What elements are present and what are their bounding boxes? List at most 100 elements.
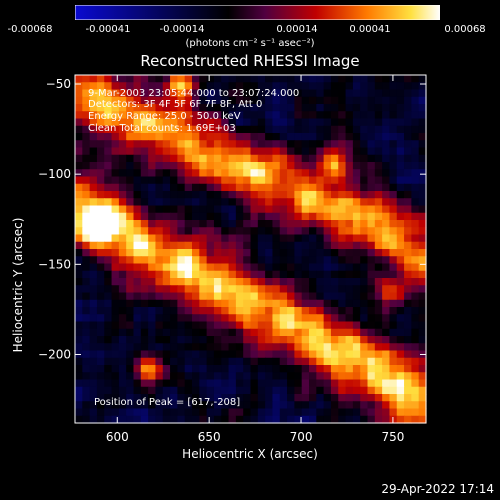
- heatmap-cell: [294, 256, 303, 265]
- heatmap-cell: [170, 343, 178, 352]
- heatmap-cell: [345, 89, 354, 98]
- heatmap-cell: [352, 154, 361, 163]
- heatmap-cell: [235, 234, 244, 243]
- heatmap-cell: [89, 372, 98, 381]
- heatmap-cell: [382, 205, 391, 214]
- heatmap-cell: [396, 162, 405, 170]
- heatmap-cell: [352, 82, 361, 91]
- heatmap-cell: [404, 249, 412, 257]
- heatmap-cell: [294, 176, 303, 185]
- heatmap-cell: [323, 220, 332, 228]
- heatmap-cell: [338, 191, 347, 199]
- heatmap-cell: [418, 183, 427, 192]
- heatmap-cell: [192, 270, 200, 279]
- heatmap-cell: [287, 350, 295, 359]
- heatmap-cell: [104, 234, 113, 243]
- time-range-text: 9-Mar-2003 23:05:44.000 to 23:07:24.000: [88, 88, 300, 99]
- heatmap-cell: [396, 386, 405, 395]
- heatmap-cell: [250, 343, 259, 352]
- heatmap-cell: [345, 183, 354, 192]
- heatmap-cell: [155, 336, 164, 344]
- heatmap-cell: [250, 408, 259, 417]
- heatmap-cell: [221, 227, 230, 236]
- heatmap-cell: [294, 336, 303, 344]
- heatmap-cell: [192, 241, 200, 250]
- heatmap-cell: [82, 154, 91, 163]
- heatmap-cell: [316, 299, 325, 308]
- heatmap-cell: [316, 75, 325, 83]
- heatmap-cell: [104, 278, 113, 286]
- heatmap-cell: [75, 234, 83, 243]
- heatmap-cell: [118, 169, 127, 178]
- heatmap-cell: [404, 350, 412, 359]
- heatmap-cell: [75, 198, 83, 207]
- heatmap-cell: [133, 96, 142, 105]
- heatmap-cell: [382, 82, 391, 91]
- heatmap-cell: [162, 212, 171, 221]
- heatmap-cell: [96, 350, 105, 359]
- heatmap-cell: [155, 183, 164, 192]
- heatmap-cell: [404, 263, 412, 272]
- heatmap-cell: [272, 415, 281, 424]
- heatmap-cell: [140, 379, 149, 388]
- heatmap-cell: [140, 183, 149, 192]
- heatmap-cell: [228, 379, 237, 388]
- heatmap-cell: [184, 220, 193, 228]
- heatmap-cell: [389, 89, 398, 98]
- heatmap-cell: [243, 415, 252, 424]
- heatmap-cell: [82, 372, 91, 381]
- heatmap-cell: [126, 278, 135, 286]
- heatmap-cell: [243, 256, 252, 265]
- heatmap-cell: [323, 96, 332, 105]
- heatmap-cell: [418, 386, 427, 395]
- heatmap-cell: [104, 227, 113, 236]
- heatmap-cell: [360, 415, 369, 424]
- heatmap-cell: [367, 140, 376, 149]
- heatmap-cell: [301, 372, 310, 381]
- heatmap-cell: [133, 75, 142, 83]
- heatmap-cell: [148, 299, 157, 308]
- heatmap-cell: [89, 220, 98, 228]
- heatmap-cell: [250, 285, 259, 294]
- heatmap-cell: [411, 299, 420, 308]
- heatmap-cell: [206, 241, 215, 250]
- heatmap-cell: [126, 299, 135, 308]
- heatmap-cell: [323, 176, 332, 185]
- heatmap-cell: [221, 408, 230, 417]
- heatmap-cell: [250, 321, 259, 330]
- heatmap-cell: [155, 118, 164, 127]
- heatmap-cell: [250, 278, 259, 286]
- heatmap-cell: [133, 357, 142, 366]
- heatmap-cell: [323, 299, 332, 308]
- heatmap-cell: [389, 314, 398, 323]
- heatmap-cell: [352, 169, 361, 178]
- heatmap-cell: [309, 350, 317, 359]
- heatmap-cell: [301, 169, 310, 178]
- heatmap-cell: [316, 212, 325, 221]
- heatmap-cell: [162, 133, 171, 141]
- heatmap-cell: [104, 408, 113, 417]
- heatmap-cell: [287, 82, 295, 91]
- heatmap-cell: [330, 154, 339, 163]
- heatmap-cell: [213, 249, 222, 257]
- heatmap-cell: [323, 328, 332, 337]
- heatmap-cell: [352, 89, 361, 98]
- heatmap-cell: [118, 350, 127, 359]
- heatmap-cell: [213, 212, 222, 221]
- heatmap-cell: [75, 321, 83, 330]
- heatmap-cell: [228, 176, 237, 185]
- heatmap-cell: [192, 379, 200, 388]
- heatmap-cell: [265, 256, 274, 265]
- heatmap-cell: [96, 183, 105, 192]
- heatmap-cell: [235, 401, 244, 410]
- heatmap-cell: [323, 365, 332, 373]
- heatmap-cell: [155, 147, 164, 156]
- heatmap-cell: [192, 89, 200, 98]
- heatmap-cell: [199, 154, 208, 163]
- heatmap-cell: [250, 183, 259, 192]
- heatmap-cell: [104, 118, 113, 127]
- heatmap-cell: [206, 263, 215, 272]
- heatmap-cell: [126, 314, 135, 323]
- heatmap-cell: [338, 278, 347, 286]
- heatmap-cell: [418, 394, 427, 402]
